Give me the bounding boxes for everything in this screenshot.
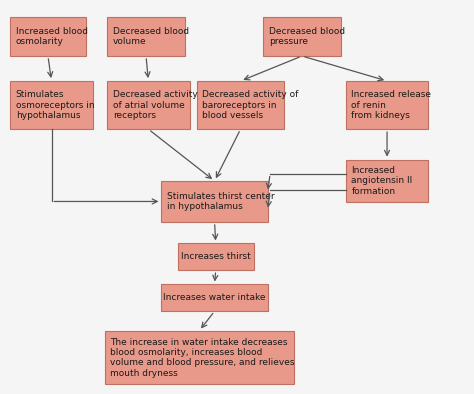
Text: Increases water intake: Increases water intake (164, 293, 266, 302)
Text: Decreased blood
pressure: Decreased blood pressure (269, 27, 345, 46)
FancyBboxPatch shape (10, 17, 86, 56)
FancyBboxPatch shape (107, 81, 190, 129)
Text: Stimulates thirst center
in hypothalamus: Stimulates thirst center in hypothalamus (167, 192, 274, 211)
FancyBboxPatch shape (263, 17, 341, 56)
Text: Increased
angiotensin II
formation: Increased angiotensin II formation (351, 166, 413, 196)
Text: Increases thirst: Increases thirst (181, 252, 251, 261)
FancyBboxPatch shape (105, 331, 294, 385)
Text: Decreased activity of
baroreceptors in
blood vessels: Decreased activity of baroreceptors in b… (202, 90, 299, 120)
FancyBboxPatch shape (346, 81, 428, 129)
FancyBboxPatch shape (178, 243, 254, 270)
Text: The increase in water intake decreases
blood osmolarity, increases blood
volume : The increase in water intake decreases b… (110, 338, 295, 378)
Text: Decreased blood
volume: Decreased blood volume (113, 27, 189, 46)
Text: Decreased activity
of atrial volume
receptors: Decreased activity of atrial volume rece… (113, 90, 198, 120)
FancyBboxPatch shape (10, 81, 93, 129)
Text: Stimulates
osmoreceptors in
hypothalamus: Stimulates osmoreceptors in hypothalamus (16, 90, 94, 120)
Text: Increased blood
osmolarity: Increased blood osmolarity (16, 27, 88, 46)
FancyBboxPatch shape (161, 284, 268, 311)
Text: Increased release
of renin
from kidneys: Increased release of renin from kidneys (351, 90, 431, 120)
FancyBboxPatch shape (197, 81, 284, 129)
FancyBboxPatch shape (346, 160, 428, 203)
FancyBboxPatch shape (107, 17, 185, 56)
FancyBboxPatch shape (161, 181, 268, 222)
